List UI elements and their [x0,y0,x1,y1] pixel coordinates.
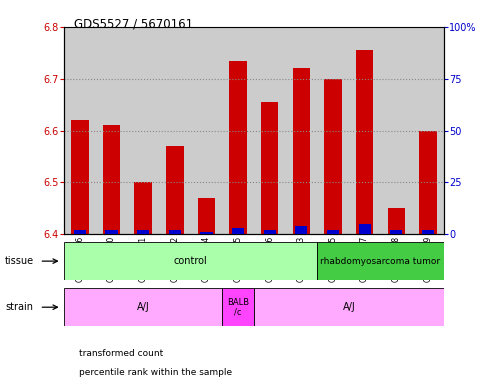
Bar [422,230,434,234]
Text: percentile rank within the sample: percentile rank within the sample [78,368,232,377]
Bar [135,182,152,234]
Bar [358,224,371,234]
Bar [222,288,254,326]
Text: A/J: A/J [343,302,355,312]
Text: strain: strain [5,302,33,312]
Bar [387,209,405,234]
Bar [159,27,191,234]
Bar [127,27,159,234]
Text: tissue: tissue [5,256,34,266]
Bar [261,102,279,234]
Bar [191,27,222,234]
Bar [137,230,149,234]
Bar [166,146,183,234]
Bar [419,131,437,234]
Bar [71,120,89,234]
Bar [200,232,212,234]
Bar [64,288,222,326]
Bar [412,27,444,234]
Text: BALB
/c: BALB /c [227,298,249,316]
Bar [356,50,373,234]
Bar [64,27,96,234]
Bar [317,27,349,234]
Bar [295,226,308,234]
Bar [327,230,339,234]
Text: A/J: A/J [137,302,149,312]
Bar [96,27,127,234]
Bar [169,230,181,234]
Text: control: control [174,256,208,266]
Bar [198,198,215,234]
Bar [64,242,317,280]
Bar [232,228,244,234]
Bar [229,61,247,234]
Bar [222,27,254,234]
Text: GDS5527 / 5670161: GDS5527 / 5670161 [74,17,193,30]
Bar [349,27,381,234]
Bar [293,68,310,234]
Bar [106,230,118,234]
Bar [254,288,444,326]
Bar [390,230,402,234]
Bar [254,27,285,234]
Bar [317,242,444,280]
Bar [381,27,412,234]
Bar [285,27,317,234]
Bar [324,79,342,234]
Bar [74,230,86,234]
Bar [264,230,276,234]
Text: rhabdomyosarcoma tumor: rhabdomyosarcoma tumor [320,257,440,266]
Bar [103,126,120,234]
Text: transformed count: transformed count [78,349,163,358]
